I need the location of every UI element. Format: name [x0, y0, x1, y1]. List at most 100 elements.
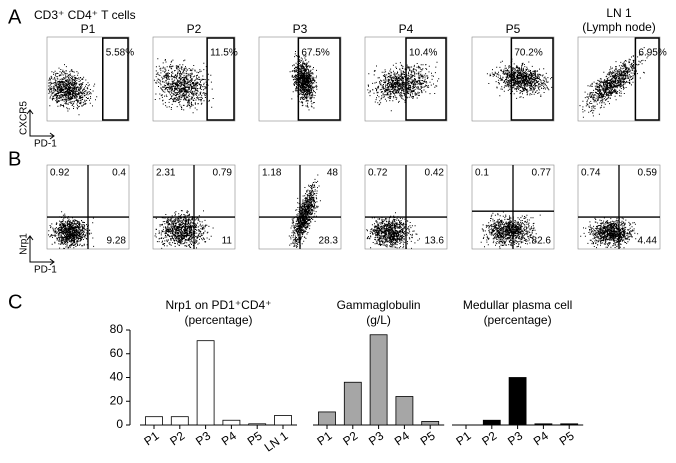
- quadrant-ul: 0.74: [581, 168, 601, 179]
- quadrant-ur: 0.77: [532, 168, 552, 179]
- panel-label: B: [8, 148, 21, 170]
- plot-title: P2: [187, 22, 202, 36]
- bar: [318, 411, 336, 426]
- bar: [369, 334, 388, 426]
- event-dots: [288, 174, 321, 248]
- bar: [274, 415, 292, 426]
- bar: [343, 381, 362, 426]
- group-subtitle: (g/L): [366, 313, 391, 327]
- gate: [206, 37, 235, 121]
- plot-frame: [577, 36, 661, 122]
- quadrant-lines: [153, 165, 235, 249]
- y-axis-label: CXCR5: [19, 101, 30, 135]
- plot-frame: [364, 36, 448, 122]
- panel-title: CD3⁺ CD4⁺ T cells: [34, 8, 136, 22]
- x-tick-label: P3: [193, 428, 213, 448]
- x-tick-label: P4: [219, 428, 239, 448]
- group-subtitle: (percentage): [484, 313, 552, 327]
- x-tick-label: P1: [141, 428, 161, 448]
- x-tick-label: P5: [418, 428, 438, 448]
- bar: [222, 419, 241, 426]
- x-tick-label: P4: [392, 428, 412, 448]
- event-dots: [486, 58, 554, 99]
- group-title: Nrp1 on PD1⁺CD4⁺: [165, 298, 271, 312]
- gate-percentage: 5.58%: [106, 48, 134, 59]
- bar: [145, 416, 163, 426]
- bar: [248, 423, 267, 426]
- quadrant-ul: 0.72: [368, 168, 388, 179]
- quadrant-ur: 0.4: [112, 168, 126, 179]
- panel-label: C: [8, 291, 22, 313]
- gate-percentage: 70.2%: [514, 48, 542, 59]
- group-title: Gammaglobulin: [337, 298, 421, 312]
- bar: [508, 377, 527, 426]
- x-axis-label: PD-1: [34, 139, 57, 150]
- gate: [102, 37, 129, 121]
- quadrant-lines: [472, 165, 554, 249]
- x-tick-label: P4: [531, 428, 551, 448]
- gate: [405, 37, 447, 121]
- bar: [534, 423, 553, 426]
- event-dots: [580, 217, 639, 249]
- x-tick-label: P5: [245, 428, 265, 448]
- plot-title: P1: [81, 22, 96, 36]
- quadrant-lines: [365, 165, 447, 249]
- axis-arrows: [26, 109, 55, 140]
- event-dots: [289, 51, 318, 111]
- plot-frame: [471, 36, 555, 122]
- plot-title: P5: [506, 22, 521, 36]
- quadrant-lr: 4.44: [638, 236, 658, 247]
- event-dots: [48, 64, 98, 116]
- event-dots: [48, 211, 95, 249]
- x-tick-label: P3: [366, 428, 386, 448]
- x-tick-label: P3: [505, 428, 525, 448]
- quadrant-ur: 0.59: [638, 168, 658, 179]
- x-tick-label: P2: [479, 428, 499, 448]
- gate-percentage: 6.95%: [638, 48, 666, 59]
- bar: [482, 419, 501, 426]
- event-dots: [480, 211, 541, 249]
- gate: [634, 37, 660, 121]
- quadrant-lr: 13.6: [425, 236, 445, 247]
- x-tick-label: P5: [557, 428, 577, 448]
- bar: [421, 421, 440, 426]
- y-tick-label: 0: [116, 417, 123, 431]
- x-tick-label: P2: [167, 428, 187, 448]
- quadrant-lr: 28.3: [319, 236, 339, 247]
- panel-label: A: [8, 6, 22, 28]
- bar: [170, 416, 189, 426]
- plot-frame: [152, 36, 236, 122]
- plot-title: LN 1: [606, 6, 632, 20]
- quadrant-ul: 0.1: [475, 168, 489, 179]
- gate: [510, 37, 554, 121]
- gate: [297, 37, 341, 121]
- x-tick-label: P2: [340, 428, 360, 448]
- y-tick-label: 80: [110, 322, 124, 336]
- quadrant-ul: 2.31: [156, 168, 176, 179]
- y-tick-label: 60: [110, 346, 124, 360]
- plot-subtitle: (Lymph node): [582, 20, 656, 34]
- plot-frame: [258, 36, 342, 122]
- quadrant-lines: [259, 165, 341, 249]
- quadrant-ur: 48: [327, 168, 339, 179]
- x-tick-label: P1: [453, 428, 473, 448]
- quadrant-lr: 9.28: [107, 236, 127, 247]
- x-axis-label: PD-1: [34, 265, 57, 276]
- group-subtitle: (percentage): [184, 313, 252, 327]
- plot-title: P4: [399, 22, 414, 36]
- quadrant-ul: 0.92: [50, 168, 70, 179]
- quadrant-ul: 1.18: [262, 168, 282, 179]
- x-tick-label: LN 1: [262, 428, 291, 454]
- bar: [196, 340, 215, 426]
- gate-percentage: 10.4%: [409, 48, 437, 59]
- event-dots: [367, 61, 440, 112]
- quadrant-lines: [578, 165, 660, 249]
- event-dots: [579, 47, 649, 118]
- quadrant-ur: 0.42: [425, 168, 445, 179]
- plot-frame: [46, 36, 130, 122]
- event-dots: [153, 58, 214, 114]
- y-tick-label: 40: [110, 370, 124, 384]
- x-tick-label: P1: [314, 428, 334, 448]
